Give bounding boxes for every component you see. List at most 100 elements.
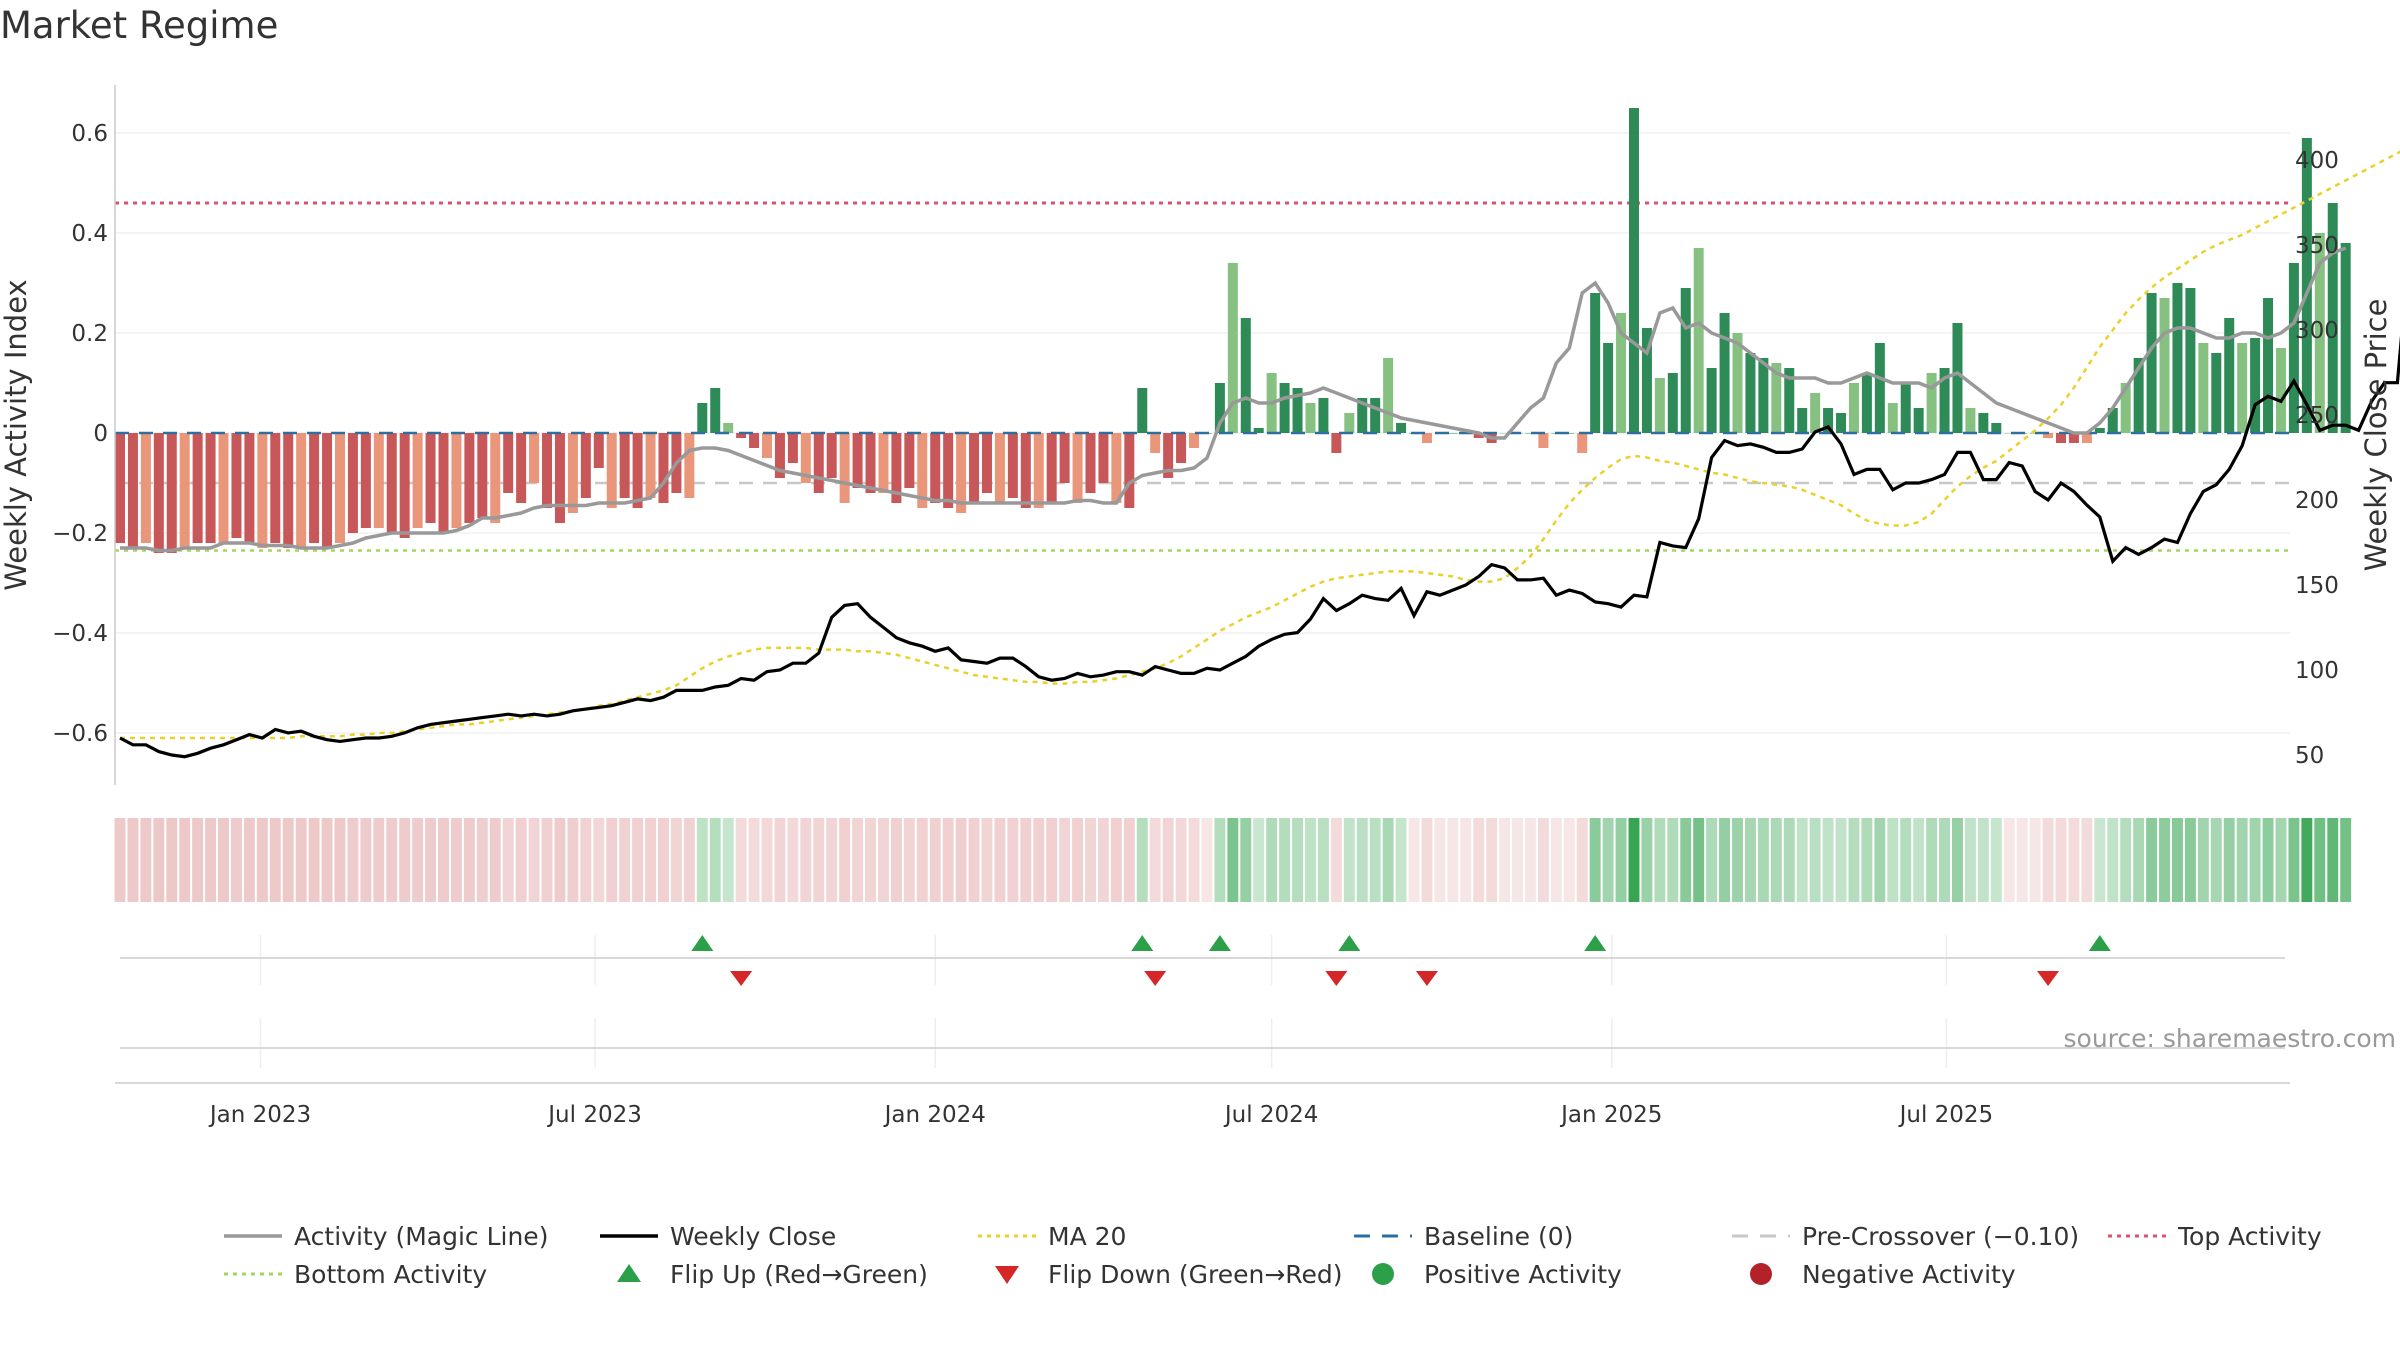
activity-bar (1227, 263, 1238, 433)
activity-bar (1447, 433, 1458, 434)
flip-down-marker (1325, 971, 1348, 986)
x-tick-label: Jul 2024 (1223, 1102, 1319, 1128)
activity-bar (1176, 433, 1187, 463)
activity-bar (1279, 383, 1290, 433)
regime-cell (1835, 818, 1847, 902)
regime-cell (218, 818, 229, 902)
regime-cell (658, 818, 669, 902)
activity-bar (1965, 408, 1976, 433)
left-tick-label: 0.2 (71, 321, 108, 347)
legend-label: Bottom Activity (294, 1260, 487, 1289)
activity-bar (2288, 263, 2299, 433)
activity-bar (1590, 293, 1601, 433)
activity-bar (464, 433, 475, 523)
legend-label: Activity (Magic Line) (294, 1222, 548, 1251)
activity-bar (1189, 433, 1200, 448)
legend-label: Top Activity (2177, 1222, 2322, 1251)
regime-cell (994, 818, 1006, 902)
regime-cell (2340, 818, 2352, 902)
regime-cell (826, 818, 838, 902)
regime-cell (1356, 818, 1368, 902)
regime-cell (1589, 818, 1601, 902)
activity-bar (2159, 298, 2170, 433)
regime-cell (1641, 818, 1653, 902)
regime-cell (1421, 818, 1433, 902)
regime-cell (1188, 818, 1200, 902)
activity-bar (1680, 288, 1691, 433)
activity-bar (826, 433, 837, 478)
x-axis-ticks: Jan 2023 Jul 2023 Jan 2024 Jul 2024 Jan 2025… (208, 1102, 1993, 1128)
activity-bar (1292, 388, 1303, 433)
regime-cell (282, 818, 294, 902)
activity-bar (347, 433, 358, 533)
activity-bar (1758, 358, 1769, 433)
regime-cell (1719, 818, 1731, 902)
regime-cell (1796, 818, 1808, 902)
regime-cell (360, 818, 372, 902)
activity-bar (684, 433, 695, 498)
regime-cell (373, 818, 385, 902)
legend-label: MA 20 (1048, 1222, 1126, 1251)
regime-cell (2275, 818, 2287, 902)
activity-bar (1124, 433, 1135, 508)
regime-cell (1706, 818, 1718, 902)
regime-cell (1447, 818, 1459, 902)
regime-cell (2262, 818, 2274, 902)
activity-bar (2056, 433, 2066, 443)
regime-cell (1615, 818, 1627, 902)
activity-bar (1641, 328, 1652, 433)
activity-bar (1564, 433, 1575, 434)
regime-cell (696, 818, 708, 902)
regime-cell (1822, 818, 1834, 902)
regime-cell (2042, 818, 2054, 902)
regime-cell (2120, 818, 2132, 902)
activity-bar (153, 433, 164, 553)
regime-cell (929, 818, 941, 902)
regime-cell (877, 818, 889, 902)
regime-cell (1369, 818, 1381, 902)
regime-cell (269, 818, 281, 902)
activity-bar (1913, 408, 1924, 433)
regime-cell (1913, 818, 1925, 902)
legend-swatch (617, 1264, 641, 1282)
regime-cell (153, 818, 165, 902)
activity-bar (904, 433, 915, 488)
regime-cell (1110, 818, 1122, 902)
regime-cell (1654, 818, 1666, 902)
activity-bar (1344, 413, 1355, 433)
regime-cell (1628, 818, 1640, 902)
regime-cell (2327, 818, 2339, 902)
regime-cell (515, 818, 527, 902)
activity-bar (593, 433, 604, 468)
legend-label: Weekly Close (670, 1222, 836, 1251)
regime-cell (1072, 818, 1084, 902)
activity-bar (1383, 358, 1394, 433)
right-axis-label: Weekly Close Price (2359, 299, 2393, 572)
activity-bar (2120, 383, 2131, 433)
legend-label: Pre-Crossover (−0.10) (1802, 1222, 2079, 1251)
activity-bar (1473, 433, 1484, 438)
regime-cell (2236, 818, 2248, 902)
activity-bar (2327, 203, 2338, 433)
activity-bar (2301, 138, 2312, 433)
activity-bar (1926, 373, 1937, 433)
regime-cell (865, 818, 876, 902)
activity-bar (205, 433, 216, 543)
flip-up-marker (1208, 935, 1231, 951)
regime-cell (295, 818, 307, 902)
activity-bar (1719, 313, 1730, 433)
activity-bar (943, 433, 954, 508)
regime-cell (1680, 818, 1692, 902)
regime-cell (1964, 818, 1976, 902)
regime-cell (1783, 818, 1795, 902)
activity-bar (1370, 398, 1381, 433)
regime-cell (1667, 818, 1679, 902)
activity-bar (1861, 373, 1872, 433)
regime-cell (1201, 818, 1213, 902)
regime-cell (243, 818, 255, 902)
regime-cell (528, 818, 540, 902)
regime-cell (1744, 818, 1756, 902)
activity-bar (1939, 368, 1950, 433)
activity-bar (994, 433, 1005, 503)
flip-up-marker (2088, 935, 2111, 951)
